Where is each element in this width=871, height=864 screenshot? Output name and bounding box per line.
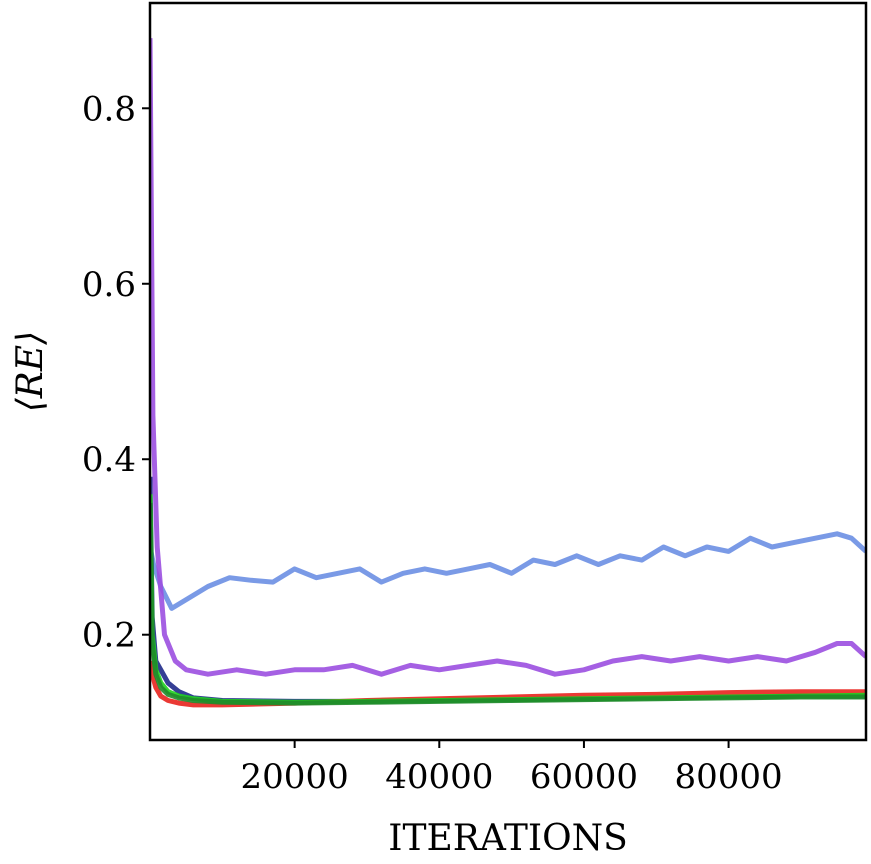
x-tick-label: 20000	[241, 757, 349, 797]
x-tick-label: 40000	[385, 757, 493, 797]
y-tick-label: 0.6	[82, 265, 136, 305]
x-tick-label: 80000	[674, 757, 782, 797]
y-axis-label: ⟨RE⟩	[10, 331, 51, 412]
plot-frame	[148, 1, 868, 742]
series-line-1	[150, 531, 866, 611]
y-tick-label: 0.8	[82, 89, 136, 129]
y-axis-ticks: 0.2 0.4 0.6 0.8	[82, 89, 150, 656]
x-axis-label: ITERATIONS	[388, 818, 628, 859]
x-axis-ticks: 20000 40000 60000 80000	[241, 740, 783, 797]
y-tick-label: 0.2	[82, 616, 136, 656]
plot-lines	[150, 38, 866, 708]
series-line-2	[150, 38, 866, 677]
series-line-6	[150, 503, 866, 706]
x-tick-label: 60000	[530, 757, 638, 797]
y-tick-label: 0.4	[82, 440, 136, 480]
